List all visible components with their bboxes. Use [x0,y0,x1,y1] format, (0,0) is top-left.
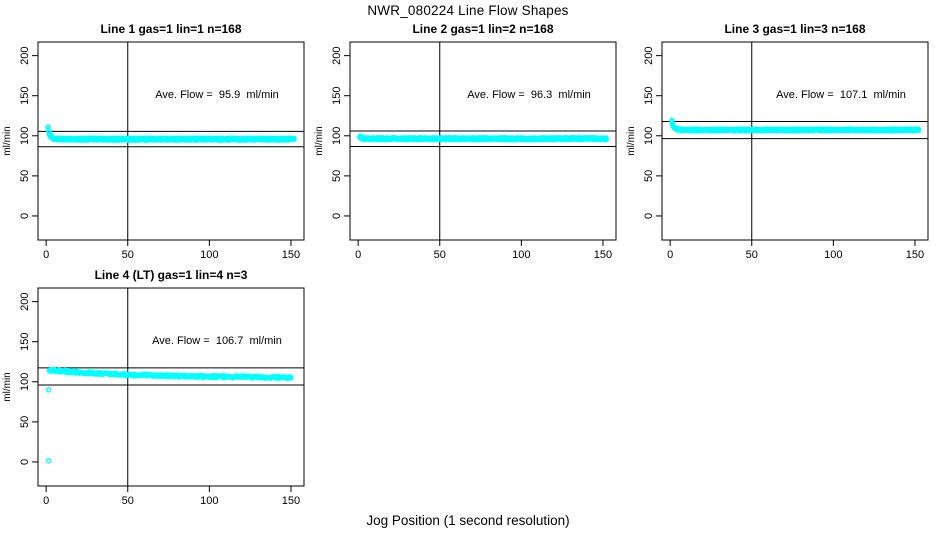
reference-lines [38,288,304,486]
panel-title: Line 4 (LT) gas=1 lin=4 n=3 [94,268,248,282]
svg-text:200: 200 [19,292,31,310]
svg-text:50: 50 [434,249,446,261]
axis-ticks-and-labels: 0 50 100 150 0 50 100 150 200 ml/min [2,46,300,261]
axis-ticks-and-labels: 0 50 100 150 0 50 100 150 200 ml/min [2,292,300,507]
svg-text:100: 100 [643,127,655,145]
plot-box [661,41,929,241]
ave-flow-annotation: Ave. Flow = 106.7 ml/min [152,335,282,347]
svg-text:50: 50 [122,495,134,507]
plot-box [37,287,305,487]
svg-text:200: 200 [643,46,655,64]
plot-box [349,41,617,241]
data-points [669,117,922,134]
svg-text:100: 100 [200,249,218,261]
svg-text:0: 0 [643,213,655,219]
svg-text:100: 100 [512,249,530,261]
svg-text:100: 100 [19,373,31,391]
svg-text:150: 150 [331,87,343,105]
svg-text:150: 150 [282,495,300,507]
x-axis-figure-label: Jog Position (1 second resolution) [366,513,570,528]
svg-text:50: 50 [19,416,31,428]
svg-text:50: 50 [19,170,31,182]
ave-flow-annotation: Ave. Flow = 95.9 ml/min [155,89,279,101]
svg-text:150: 150 [906,249,924,261]
svg-text:0: 0 [19,459,31,465]
plot-svg: 0 50 100 150 0 50 100 150 200 ml/min [2,41,305,261]
svg-text:0: 0 [19,213,31,219]
axis-ticks-and-labels: 0 50 100 150 0 50 100 150 200 ml/min [626,46,924,261]
flow-panel-line-1: Line 1 gas=1 lin=1 n=168 Ave. Flow = 95.… [0,20,312,272]
reference-lines [662,42,928,240]
ave-flow-annotation: Ave. Flow = 107.1 ml/min [776,89,906,101]
axis-ticks-and-labels: 0 50 100 150 0 50 100 150 200 ml/min [314,46,612,261]
plot-svg: 0 50 100 150 0 50 100 150 200 ml/min [2,287,305,507]
svg-text:50: 50 [746,249,758,261]
figure-title: NWR_080224 Line Flow Shapes [367,3,569,18]
svg-text:50: 50 [122,249,134,261]
svg-text:100: 100 [19,127,31,145]
y-axis-label: ml/min [314,126,325,155]
data-points [45,124,297,143]
svg-text:0: 0 [331,213,343,219]
svg-text:100: 100 [824,249,842,261]
plot-svg: 0 50 100 150 0 50 100 150 200 ml/min [314,41,617,261]
plot-box [37,41,305,241]
data-points [45,366,294,464]
svg-text:200: 200 [331,46,343,64]
svg-text:100: 100 [331,127,343,145]
flow-panel-line-3: Line 3 gas=1 lin=3 n=168 Ave. Flow = 107… [624,20,936,272]
svg-text:50: 50 [643,170,655,182]
svg-text:150: 150 [19,333,31,351]
svg-text:0: 0 [43,249,49,261]
svg-text:0: 0 [355,249,361,261]
svg-text:0: 0 [43,495,49,507]
panel-title: Line 1 gas=1 lin=1 n=168 [100,22,242,36]
data-points [357,133,609,143]
y-axis-label: ml/min [2,126,13,155]
ave-flow-annotation: Ave. Flow = 96.3 ml/min [467,89,591,101]
panel-title: Line 2 gas=1 lin=2 n=168 [412,22,554,36]
svg-text:150: 150 [643,87,655,105]
y-axis-label: ml/min [626,126,637,155]
flow-panel-line-2: Line 2 gas=1 lin=2 n=168 Ave. Flow = 96.… [312,20,624,272]
panel-title: Line 3 gas=1 lin=3 n=168 [724,22,866,36]
plot-svg: 0 50 100 150 0 50 100 150 200 ml/min [626,41,929,261]
svg-text:50: 50 [331,170,343,182]
y-axis-label: ml/min [2,372,13,401]
svg-text:150: 150 [282,249,300,261]
svg-text:150: 150 [19,87,31,105]
svg-text:150: 150 [594,249,612,261]
svg-text:100: 100 [200,495,218,507]
svg-text:0: 0 [667,249,673,261]
flow-panel-line-4: Line 4 (LT) gas=1 lin=4 n=3 Ave. Flow = … [0,266,312,518]
svg-text:200: 200 [19,46,31,64]
